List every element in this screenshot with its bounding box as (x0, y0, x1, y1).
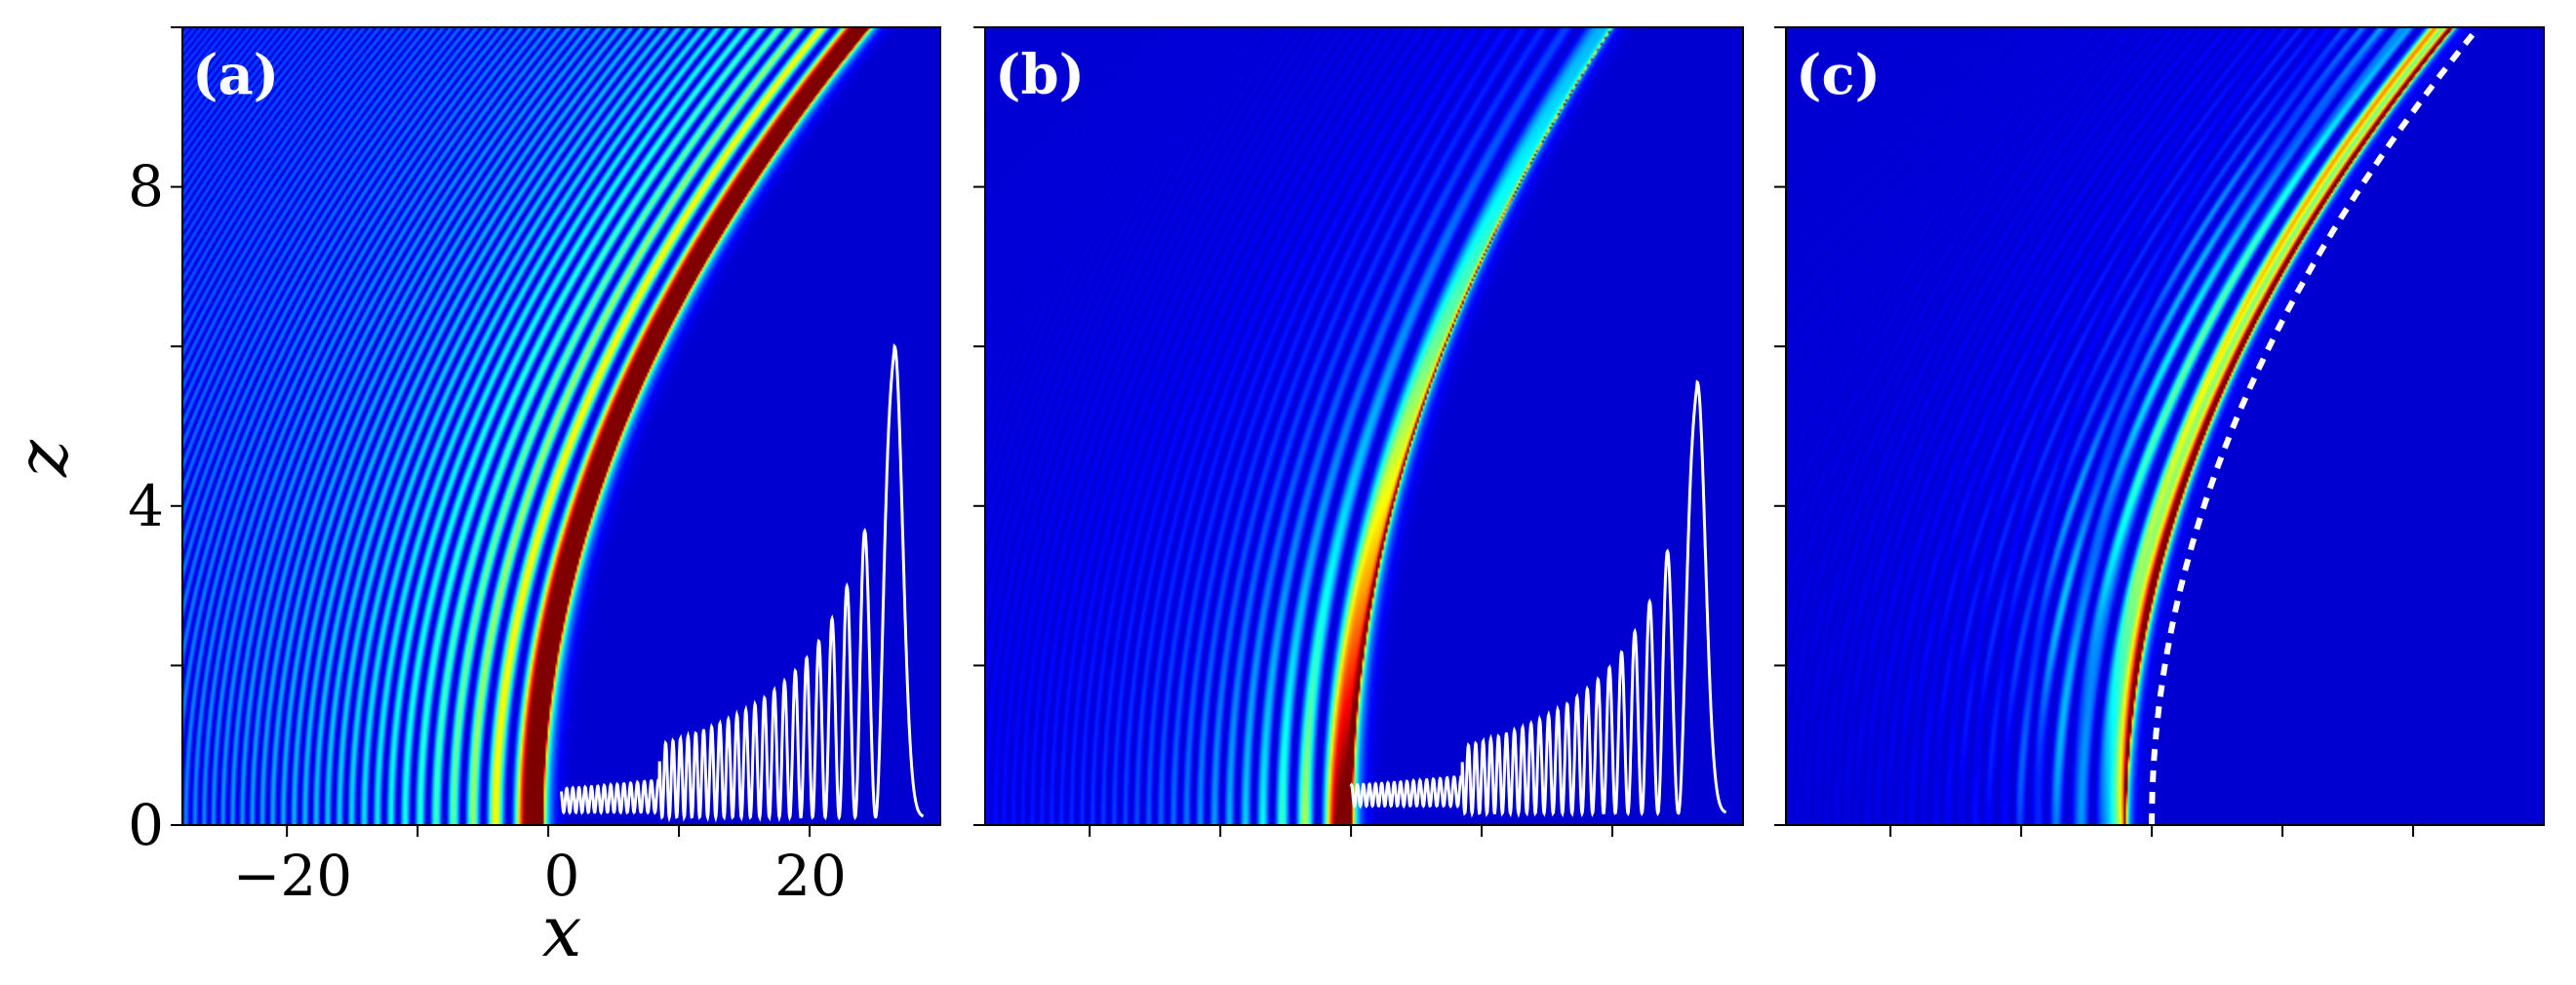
panel-c-tag: (c) (1796, 43, 1881, 107)
x-axis-label: x (542, 890, 582, 972)
panel-a: (a) 0 4 8 −20 0 20 x z (1, 26, 941, 972)
panel-a-xtick-20: 20 (774, 843, 847, 909)
panel-c-ticks (1774, 26, 2415, 837)
panel-a-tag: (a) (192, 43, 279, 107)
panel-c-frame (1785, 26, 2545, 826)
panel-a-xtick-0: 0 (544, 843, 580, 909)
y-axis-label: z (1, 439, 83, 478)
panel-a-ytick-8: 8 (128, 153, 164, 219)
panel-c-heatmap (1786, 27, 2544, 825)
panel-a-overlay (560, 342, 925, 823)
panel-b-overlay (1349, 379, 1727, 818)
panel-a-heatmap (182, 27, 940, 825)
panel-b: (b) (973, 26, 1744, 837)
panel-b-frame (984, 26, 1744, 826)
panel-b-tag: (b) (995, 43, 1085, 107)
panel-b-ticks (973, 26, 1614, 837)
panel-a-xtick-m20: −20 (233, 843, 352, 909)
panel-c-overlay (2149, 29, 2478, 825)
panel-a-frame (181, 26, 941, 826)
panel-c: (c) (1774, 26, 2545, 837)
panel-a-ytick-4: 4 (128, 473, 164, 539)
panel-b-heatmap (985, 27, 1743, 825)
panel-a-ticks (171, 26, 812, 837)
panel-a-ytick-0: 0 (128, 792, 164, 858)
panel-b-intensity-profile (1349, 379, 1727, 818)
panel-c-reference-trajectory (2149, 29, 2478, 825)
panel-a-intensity-profile (560, 342, 925, 823)
